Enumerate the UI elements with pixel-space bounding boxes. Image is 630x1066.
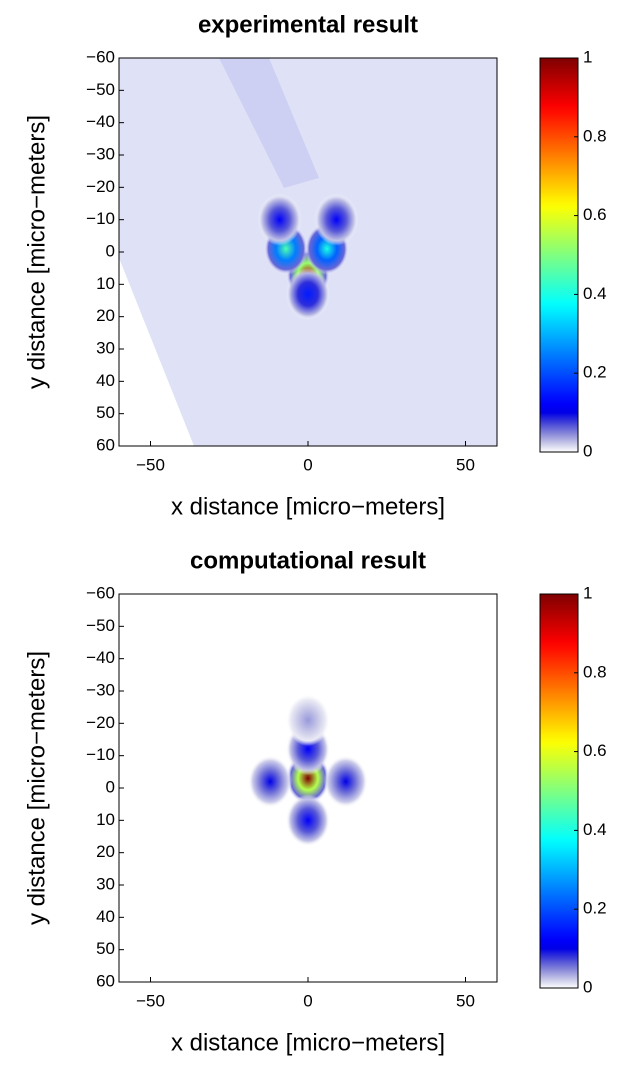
y-tick-label: 30 [96, 338, 115, 357]
y-tick-label: 0 [106, 241, 115, 260]
y-tick-label: −40 [86, 648, 115, 667]
intensity-peak [286, 268, 330, 321]
y-tick-label: 60 [96, 971, 115, 990]
y-tick-label: 40 [96, 907, 115, 926]
x-axis-label: x distance [micro−meters] [171, 1029, 445, 1056]
y-axis-label: y distance [micro−meters] [23, 115, 50, 389]
x-tick-label: 0 [303, 991, 312, 1010]
colorbar-tick-label: 0 [583, 977, 592, 996]
y-tick-label: −40 [86, 112, 115, 131]
chart-title: experimental result [198, 11, 418, 38]
blank-region [119, 258, 194, 446]
y-tick-label: 40 [96, 371, 115, 390]
y-tick-label: −60 [86, 583, 115, 602]
y-tick-label: −20 [86, 177, 115, 196]
beam-streak [219, 58, 319, 188]
y-tick-label: 50 [96, 403, 115, 422]
y-tick-label: 30 [96, 874, 115, 893]
x-tick-label: 0 [303, 455, 312, 474]
y-tick-label: 10 [96, 810, 115, 829]
x-axis-label: x distance [micro−meters] [171, 493, 445, 520]
y-tick-label: −10 [86, 209, 115, 228]
x-tick-label: −50 [136, 455, 165, 474]
y-tick-label: 0 [106, 777, 115, 796]
x-tick-label: 50 [456, 455, 475, 474]
y-tick-label: −20 [86, 713, 115, 732]
y-tick-label: −10 [86, 745, 115, 764]
x-tick-label: 50 [456, 991, 475, 1010]
colorbar-tick-label: 0.8 [583, 662, 607, 681]
colorbar [539, 57, 579, 453]
colorbar-tick-label: 1 [583, 583, 592, 602]
colorbar-tick-label: 0.2 [583, 363, 607, 382]
colorbar-tick-label: 0.2 [583, 899, 607, 918]
colorbar-tick-label: 0.8 [583, 126, 607, 145]
intensity-peak [323, 755, 368, 808]
y-tick-label: −30 [86, 680, 115, 699]
y-axis-label: y distance [micro−meters] [23, 651, 50, 925]
intensity-peak [286, 694, 330, 747]
intensity-peak [314, 193, 359, 246]
colorbar-tick-label: 0 [583, 441, 592, 460]
y-tick-label: 10 [96, 274, 115, 293]
y-tick-label: 20 [96, 306, 115, 325]
colorbar-tick-label: 0.4 [583, 820, 607, 839]
intensity-peak [257, 193, 302, 246]
intensity-peak [248, 755, 293, 808]
y-tick-label: −30 [86, 144, 115, 163]
y-tick-label: −50 [86, 616, 115, 635]
y-tick-label: −60 [86, 47, 115, 66]
y-tick-label: 50 [96, 939, 115, 958]
colorbar [539, 593, 579, 989]
colorbar-tick-label: 0.6 [583, 741, 607, 760]
y-tick-label: 60 [96, 435, 115, 454]
colorbar-tick-label: 0.4 [583, 284, 607, 303]
y-tick-label: −50 [86, 80, 115, 99]
x-tick-label: −50 [136, 991, 165, 1010]
colorbar-tick-label: 0.6 [583, 205, 607, 224]
chart-title: computational result [190, 547, 426, 574]
intensity-peak [286, 794, 330, 847]
colorbar-tick-label: 1 [583, 47, 592, 66]
y-tick-label: 20 [96, 842, 115, 861]
